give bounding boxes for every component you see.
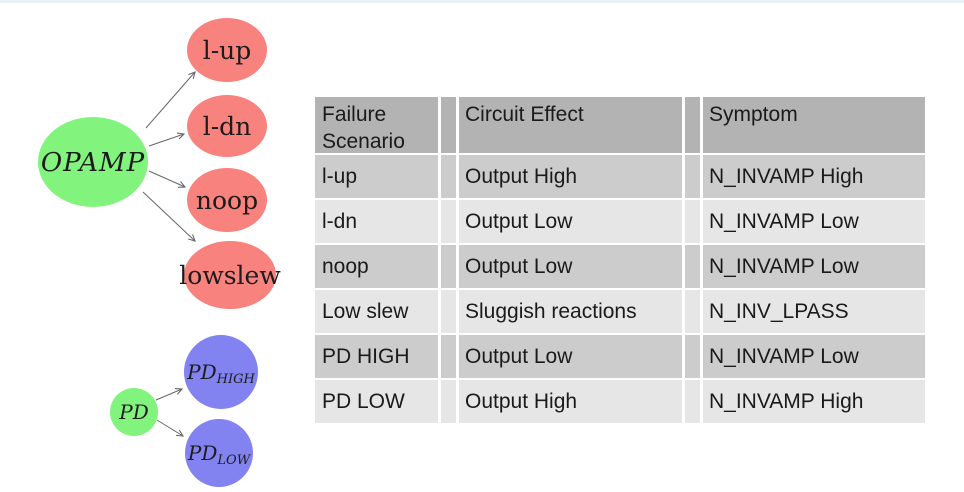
spacer-cell [441, 380, 456, 423]
fault-label-l-dn: l-dn [203, 112, 252, 141]
header-symptom: Symptom [703, 97, 925, 153]
cell-symptom: N_INVAMP Low [703, 245, 925, 288]
cell-effect: Sluggish reactions [459, 290, 682, 333]
cell-effect: Output Low [459, 335, 682, 378]
cell-scenario: l-dn [315, 200, 438, 243]
fault-node-l-dn [187, 95, 267, 157]
spacer-cell [441, 245, 456, 288]
arrow-opamp-to-noop [148, 170, 187, 188]
fault-node-lowslew [184, 241, 276, 309]
pd-label: PD [118, 400, 149, 424]
fault-tree-diagram: OPAMP l-up l-dn noop lowslew PD PDHIGH P… [38, 18, 281, 487]
fault-label-lowslew: lowslew [179, 261, 281, 290]
spacer-cell [685, 155, 700, 198]
header-circuit-effect: Circuit Effect [459, 97, 682, 153]
arrow-opamp-to-lowslew [142, 191, 196, 242]
cell-scenario: PD HIGH [315, 335, 438, 378]
pd-node [110, 388, 158, 436]
header-spacer-1 [441, 97, 456, 153]
failure-scenario-table: Failure Scenario Circuit Effect Symptom … [315, 97, 925, 423]
header-spacer-2 [685, 97, 700, 153]
cell-effect: Output Low [459, 200, 682, 243]
fault-label-noop: noop [196, 186, 258, 215]
opamp-label: OPAMP [41, 148, 145, 178]
spacer-cell [441, 290, 456, 333]
pd-high-node [184, 335, 258, 409]
top-border-line [0, 0, 964, 3]
spacer-cell [685, 380, 700, 423]
pd-high-label: PDHIGH [186, 360, 255, 387]
cell-symptom: N_INV_LPASS [703, 290, 925, 333]
fault-node-noop [187, 168, 267, 232]
arrow-opamp-to-l-up [145, 71, 196, 129]
spacer-cell [441, 200, 456, 243]
cell-symptom: N_INVAMP Low [703, 335, 925, 378]
arrow-pd-to-pd-high [155, 388, 184, 401]
spacer-cell [685, 290, 700, 333]
cell-effect: Output High [459, 155, 682, 198]
spacer-cell [685, 200, 700, 243]
cell-scenario: Low slew [315, 290, 438, 333]
cell-effect: Output High [459, 380, 682, 423]
fault-node-l-up [187, 18, 267, 82]
arrow-pd-to-pd-low [156, 419, 185, 437]
spacer-cell [441, 155, 456, 198]
cell-symptom: N_INVAMP High [703, 155, 925, 198]
spacer-cell [441, 335, 456, 378]
cell-scenario: PD LOW [315, 380, 438, 423]
spacer-cell [685, 335, 700, 378]
opamp-node [38, 117, 148, 207]
header-failure-scenario: Failure Scenario [315, 97, 438, 153]
pd-low-label: PDLOW [187, 441, 252, 468]
cell-scenario: l-up [315, 155, 438, 198]
arrow-opamp-to-l-dn [148, 132, 186, 147]
cell-symptom: N_INVAMP High [703, 380, 925, 423]
fault-label-l-up: l-up [203, 36, 252, 65]
spacer-cell [685, 245, 700, 288]
cell-scenario: noop [315, 245, 438, 288]
pd-low-node [185, 419, 253, 487]
cell-symptom: N_INVAMP Low [703, 200, 925, 243]
cell-effect: Output Low [459, 245, 682, 288]
